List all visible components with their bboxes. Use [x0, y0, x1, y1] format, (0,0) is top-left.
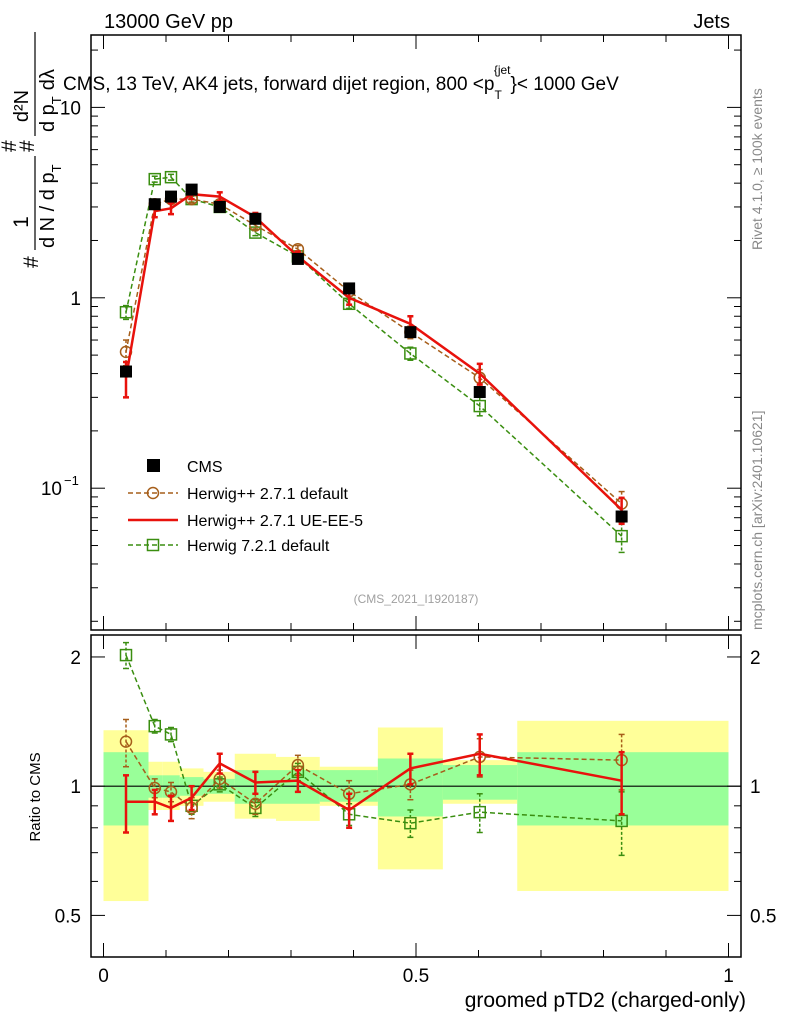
cms-point [249, 212, 262, 225]
ratio-panel [119, 641, 628, 857]
main-y-tick-label: 1 [70, 289, 81, 310]
rivet-label: Rivet 4.1.0, ≥ 100k events [749, 88, 765, 250]
ratio-point [249, 797, 262, 811]
title-suffix: }< 1000 GeV [511, 74, 620, 95]
main-panel [119, 170, 628, 554]
main-y-tick-exponent: −1 [64, 473, 79, 488]
main-line-herwig-2-7-1-default [125, 198, 623, 505]
ylabel-hash2: # [0, 140, 21, 152]
ratio-point [404, 816, 417, 830]
legend-marker-herwig7 [146, 538, 160, 552]
header-left: 13000 GeV pp [104, 11, 233, 33]
ylabel-hash3: # [16, 140, 39, 152]
y-axis-label: # 1 d N / d pT # # d²N d pTdλ [0, 32, 64, 268]
ratio-ylabel: Ratio to CMS [27, 752, 44, 841]
title-prefix: CMS, 13 TeV, AK4 jets, forward dijet reg… [63, 74, 484, 95]
ratio-y-tick-label: 0.5 [55, 906, 81, 927]
cms-point [343, 282, 356, 295]
ylabel-frac1-den: d N / d pT [37, 164, 64, 248]
ratio-point [249, 801, 262, 815]
cms-point [615, 510, 628, 523]
cms-point [291, 252, 304, 265]
ylabel-sub1: T [49, 164, 64, 172]
legend-label-herwig-default: Herwig++ 2.7.1 default [187, 486, 349, 503]
cms-point [148, 198, 161, 211]
cms-point [185, 183, 198, 196]
main-point [404, 347, 417, 360]
x-tick-label: 0 [98, 966, 109, 987]
title-sup: {jet [494, 63, 511, 77]
ratio-point [119, 648, 133, 662]
x-axis-label: groomed pTD2 (charged-only) [465, 989, 746, 1012]
x-tick-label: 0.5 [403, 966, 429, 987]
ratio-point [473, 805, 486, 819]
cms-point [165, 190, 177, 203]
ylabel-frac2-den-a: d p [37, 104, 59, 132]
cms-point [213, 200, 226, 213]
title-sub: T [494, 88, 502, 102]
legend-label-herwig-ueee5: Herwig++ 2.7.1 UE-EE-5 [187, 513, 363, 530]
main-point [164, 170, 178, 184]
legend-label-cms: CMS [187, 459, 223, 476]
ratio-y-tick-label-right: 0.5 [750, 906, 776, 927]
mcplots-label: mcplots.cern.ch [arXiv:2401.10621] [749, 411, 765, 630]
main-line-herwig-7-2-1-default [125, 176, 623, 537]
ratio-point [164, 728, 178, 741]
ratio-y-tick-label-right: 1 [750, 777, 761, 798]
main-y-tick-label: 10 [60, 98, 81, 119]
ratio-y-tick-label-right: 2 [750, 648, 761, 669]
cms-point [473, 386, 486, 399]
ylabel-hash1: # [20, 256, 43, 268]
main-point [473, 399, 486, 413]
legend: CMS Herwig++ 2.7.1 default Herwig++ 2.7.… [128, 459, 363, 555]
main-y-tick-label: 10 [41, 479, 62, 500]
cms-point [120, 365, 132, 378]
ylabel-frac1-num: 1 [10, 216, 33, 228]
title-p: p [484, 74, 495, 95]
ylabel-frac2-den: d pTdλ [37, 69, 64, 132]
ratio-y-tick-label: 2 [70, 648, 81, 669]
ylabel-frac2-num: d²N [11, 90, 33, 122]
ylabel-sub2: T [49, 96, 64, 104]
header-right: Jets [693, 11, 730, 33]
ratio-point [119, 735, 133, 748]
legend-marker-herwig-default [146, 486, 160, 500]
ylabel-frac2-den-b: dλ [37, 69, 59, 90]
legend-marker-cms [147, 459, 160, 472]
legend-label-herwig7: Herwig 7.2.1 default [187, 538, 330, 555]
ylabel-frac1-den-text: d N / d p [37, 172, 59, 248]
main-point [615, 529, 628, 543]
main-point [119, 305, 133, 319]
x-tick-label: 1 [723, 966, 734, 987]
ratio-point [148, 719, 161, 733]
main-point [148, 172, 161, 186]
plot-title: CMS, 13 TeV, AK4 jets, forward dijet reg… [63, 63, 619, 102]
ratio-y-tick-label: 1 [70, 777, 81, 798]
analysis-watermark: (CMS_2021_I1920187) [354, 592, 479, 606]
cms-point [404, 326, 417, 339]
